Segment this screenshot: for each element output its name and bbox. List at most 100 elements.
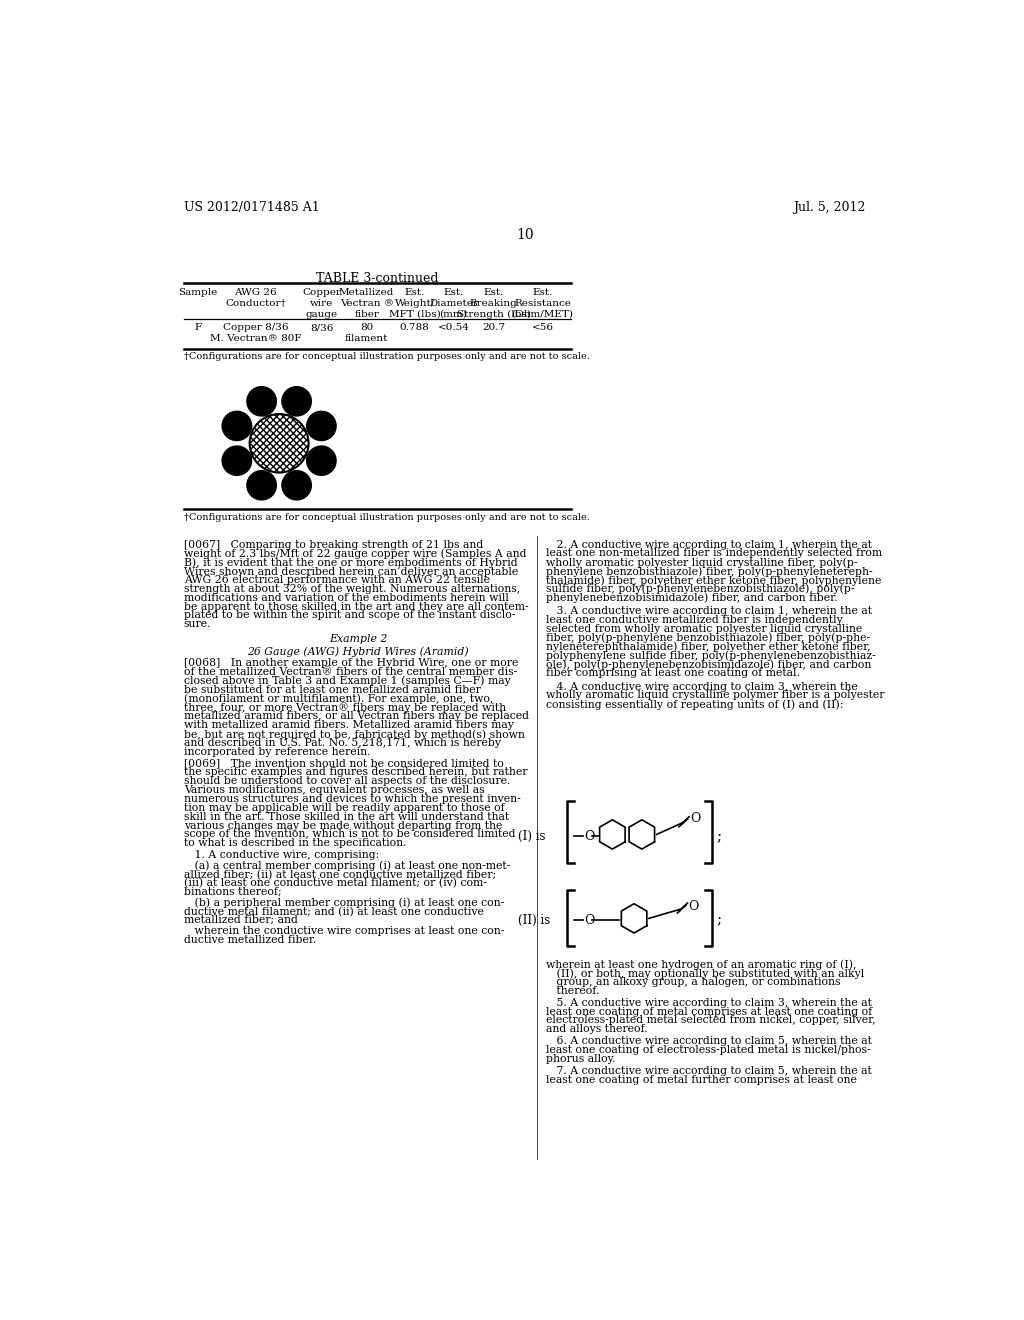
Text: should be understood to cover all aspects of the disclosure.: should be understood to cover all aspect…: [183, 776, 510, 787]
Text: wholly aromatic polyester liquid crystalline fiber, poly(p-: wholly aromatic polyester liquid crystal…: [547, 557, 858, 568]
Text: phorus alloy.: phorus alloy.: [547, 1053, 616, 1064]
Text: AWG 26
Conductor†: AWG 26 Conductor†: [225, 288, 287, 308]
Text: 0.788: 0.788: [400, 323, 430, 333]
Text: wherein at least one hydrogen of an aromatic ring of (I),: wherein at least one hydrogen of an arom…: [547, 960, 857, 970]
Text: least one coating of metal comprises at least one coating of: least one coating of metal comprises at …: [547, 1007, 872, 1016]
Text: least one non-metallized fiber is independently selected from: least one non-metallized fiber is indepe…: [547, 548, 883, 558]
Text: B), it is evident that the one or more embodiments of Hybrid: B), it is evident that the one or more e…: [183, 557, 517, 568]
Text: Est.
Diameter
(mm): Est. Diameter (mm): [429, 288, 478, 319]
Circle shape: [250, 414, 308, 473]
Text: 2. A conductive wire according to claim 1, wherein the at: 2. A conductive wire according to claim …: [547, 540, 872, 549]
Text: (I) is: (I) is: [518, 830, 546, 843]
Circle shape: [282, 471, 311, 500]
Circle shape: [222, 412, 252, 441]
Circle shape: [306, 412, 336, 441]
Text: of the metallized Vectran® fibers of the central member dis-: of the metallized Vectran® fibers of the…: [183, 667, 517, 677]
Text: metallized aramid fibers, or all Vectran fibers may be replaced: metallized aramid fibers, or all Vectran…: [183, 711, 528, 721]
Text: Sample: Sample: [178, 288, 217, 297]
Circle shape: [306, 446, 336, 475]
Text: scope of the invention, which is not to be considered limited: scope of the invention, which is not to …: [183, 829, 515, 840]
Text: ;: ;: [716, 913, 721, 928]
Text: †Configurations are for conceptual illustration purposes only and are not to sca: †Configurations are for conceptual illus…: [183, 512, 590, 521]
Text: Jul. 5, 2012: Jul. 5, 2012: [794, 201, 866, 214]
Text: sulfide fiber, poly(p-phenylenebenzobisthiazole), poly(p-: sulfide fiber, poly(p-phenylenebenzobist…: [547, 583, 855, 594]
Text: ole), poly(p-phenylenebenzobisimidazole) fiber, and carbon: ole), poly(p-phenylenebenzobisimidazole)…: [547, 659, 871, 669]
Text: sure.: sure.: [183, 619, 211, 630]
Circle shape: [247, 387, 276, 416]
Text: phenylene benzobisthiazole) fiber, poly(p-phenylenetereph-: phenylene benzobisthiazole) fiber, poly(…: [547, 566, 873, 577]
Text: O: O: [688, 900, 698, 913]
Text: Example 2: Example 2: [329, 635, 387, 644]
Text: consisting essentially of repeating units of (I) and (II):: consisting essentially of repeating unit…: [547, 700, 844, 710]
Text: fiber, poly(p-phenylene benzobisthiazole) fiber, poly(p-phe-: fiber, poly(p-phenylene benzobisthiazole…: [547, 632, 870, 643]
Text: 6. A conductive wire according to claim 5, wherein the at: 6. A conductive wire according to claim …: [547, 1036, 872, 1047]
Text: Est.
Resistance
(Ohm/MET): Est. Resistance (Ohm/MET): [512, 288, 573, 319]
Text: AWG 26 electrical performance with an AWG 22 tensile: AWG 26 electrical performance with an AW…: [183, 576, 489, 585]
Text: O: O: [690, 812, 700, 825]
Text: 4. A conductive wire according to claim 3, wherein the: 4. A conductive wire according to claim …: [547, 681, 858, 692]
Text: [0069]   The invention should not be considered limited to: [0069] The invention should not be consi…: [183, 759, 504, 768]
Text: (II), or both, may optionally be substituted with an alkyl: (II), or both, may optionally be substit…: [547, 968, 864, 978]
Text: O: O: [585, 913, 595, 927]
Circle shape: [247, 471, 276, 500]
Text: numerous structures and devices to which the present inven-: numerous structures and devices to which…: [183, 795, 520, 804]
Circle shape: [222, 446, 252, 475]
Text: ductive metallized fiber.: ductive metallized fiber.: [183, 935, 316, 945]
Text: Wires shown and described herein canʻdeliver an acceptable: Wires shown and described herein canʻdel…: [183, 566, 518, 577]
Text: thereof.: thereof.: [547, 986, 600, 995]
Text: closed above in Table 3 and Example 1 (samples C—F) may: closed above in Table 3 and Example 1 (s…: [183, 676, 511, 686]
Text: binations thereof;: binations thereof;: [183, 887, 282, 898]
Text: weight of 2.3 lbs/Mft of 22 gauge copper wire (Samples A and: weight of 2.3 lbs/Mft of 22 gauge copper…: [183, 548, 526, 558]
Text: be, but are not required to be, fabricated by method(s) shown: be, but are not required to be, fabricat…: [183, 729, 524, 739]
Text: strength at about 32% of the weight. Numerous alternations,: strength at about 32% of the weight. Num…: [183, 583, 520, 594]
Text: (a) a central member comprising (i) at least one non-met-: (a) a central member comprising (i) at l…: [183, 861, 510, 871]
Text: nyleneterephthalamide) fiber, polyether ether ketone fiber,: nyleneterephthalamide) fiber, polyether …: [547, 642, 871, 652]
Text: <0.54: <0.54: [437, 323, 469, 333]
Text: 3. A conductive wire according to claim 1, wherein the at: 3. A conductive wire according to claim …: [547, 606, 872, 616]
Text: phenylenebenzobisimidazole) fiber, and carbon fiber.: phenylenebenzobisimidazole) fiber, and c…: [547, 593, 838, 603]
Text: to what is described in the specification.: to what is described in the specificatio…: [183, 838, 407, 849]
Text: ductive metal filament; and (ii) at least one conductive: ductive metal filament; and (ii) at leas…: [183, 907, 483, 917]
Text: †Configurations are for conceptual illustration purposes only and are not to sca: †Configurations are for conceptual illus…: [183, 352, 590, 362]
Text: (iii) at least one conductive metal filament; or (iv) com-: (iii) at least one conductive metal fila…: [183, 878, 486, 888]
Text: be substituted for at least one metallized aramid fiber: be substituted for at least one metalliz…: [183, 685, 480, 694]
Text: metallized fiber; and: metallized fiber; and: [183, 915, 298, 925]
Text: selected from wholly aromatic polyester liquid crystalline: selected from wholly aromatic polyester …: [547, 624, 863, 634]
Text: modifications and variation of the embodiments herein will: modifications and variation of the embod…: [183, 593, 509, 603]
Text: thalamide) fiber, polyether ether ketone fiber, polyphenylene: thalamide) fiber, polyether ether ketone…: [547, 576, 882, 586]
Text: group, an alkoxy group, a halogen, or combinations: group, an alkoxy group, a halogen, or co…: [547, 977, 841, 987]
Text: 26 Gauge (AWG) Hybrid Wires (Aramid): 26 Gauge (AWG) Hybrid Wires (Aramid): [248, 647, 469, 657]
Text: and alloys thereof.: and alloys thereof.: [547, 1024, 648, 1035]
Text: polyphenylene sulfide fiber, poly(p-phenylenebenzobisthiaz-: polyphenylene sulfide fiber, poly(p-phen…: [547, 651, 877, 661]
Text: 7. A conductive wire according to claim 5, wherein the at: 7. A conductive wire according to claim …: [547, 1065, 872, 1076]
Text: and described in U.S. Pat. No. 5,218,171, which is hereby: and described in U.S. Pat. No. 5,218,171…: [183, 738, 501, 748]
Text: wholly aromatic liquid crystalline polymer fiber is a polyester: wholly aromatic liquid crystalline polym…: [547, 690, 885, 701]
Text: [0067]   Comparing to breaking strength of 21 lbs and: [0067] Comparing to breaking strength of…: [183, 540, 483, 549]
Text: incorporated by reference herein.: incorporated by reference herein.: [183, 747, 371, 756]
Text: ;: ;: [716, 830, 721, 843]
Text: skill in the art. Those skilled in the art will understand that: skill in the art. Those skilled in the a…: [183, 812, 509, 822]
Text: (II) is: (II) is: [518, 913, 550, 927]
Text: with metallized aramid fibers. Metallized aramid fibers may: with metallized aramid fibers. Metallize…: [183, 721, 514, 730]
Text: 10: 10: [516, 227, 534, 242]
Text: Various modifications, equivalent processes, as well as: Various modifications, equivalent proces…: [183, 785, 484, 795]
Text: US 2012/0171485 A1: US 2012/0171485 A1: [183, 201, 319, 214]
Text: [0068]   In another example of the Hybrid Wire, one or more: [0068] In another example of the Hybrid …: [183, 659, 518, 668]
Text: Metallized
Vectran ®
fiber: Metallized Vectran ® fiber: [339, 288, 394, 319]
Text: (monofilament or multifilament). For example, one, two,: (monofilament or multifilament). For exa…: [183, 693, 494, 704]
Text: fiber comprising at least one coating of metal.: fiber comprising at least one coating of…: [547, 668, 801, 678]
Text: 1. A conductive wire, comprising:: 1. A conductive wire, comprising:: [183, 850, 379, 861]
Text: least one conductive metallized fiber is independently: least one conductive metallized fiber is…: [547, 615, 843, 624]
Text: <56: <56: [531, 323, 554, 333]
Text: 80
filament: 80 filament: [345, 323, 388, 343]
Text: plated to be within the spirit and scope of the instant disclo-: plated to be within the spirit and scope…: [183, 610, 515, 620]
Text: three, four, or more Vectran® fibers may be replaced with: three, four, or more Vectran® fibers may…: [183, 702, 506, 713]
Text: be apparent to those skilled in the art and they are all contem-: be apparent to those skilled in the art …: [183, 602, 528, 611]
Text: 20.7: 20.7: [482, 323, 506, 333]
Text: tion may be applicable will be readily apparent to those of: tion may be applicable will be readily a…: [183, 803, 505, 813]
Text: wherein the conductive wire comprises at least one con-: wherein the conductive wire comprises at…: [183, 925, 504, 936]
Text: Copper
wire
gauge: Copper wire gauge: [302, 288, 341, 319]
Text: (b) a peripheral member comprising (i) at least one con-: (b) a peripheral member comprising (i) a…: [183, 898, 504, 908]
Text: electroless-plated metal selected from nickel, copper, silver,: electroless-plated metal selected from n…: [547, 1015, 877, 1026]
Text: 5. A conductive wire according to claim 3, wherein the at: 5. A conductive wire according to claim …: [547, 998, 872, 1007]
